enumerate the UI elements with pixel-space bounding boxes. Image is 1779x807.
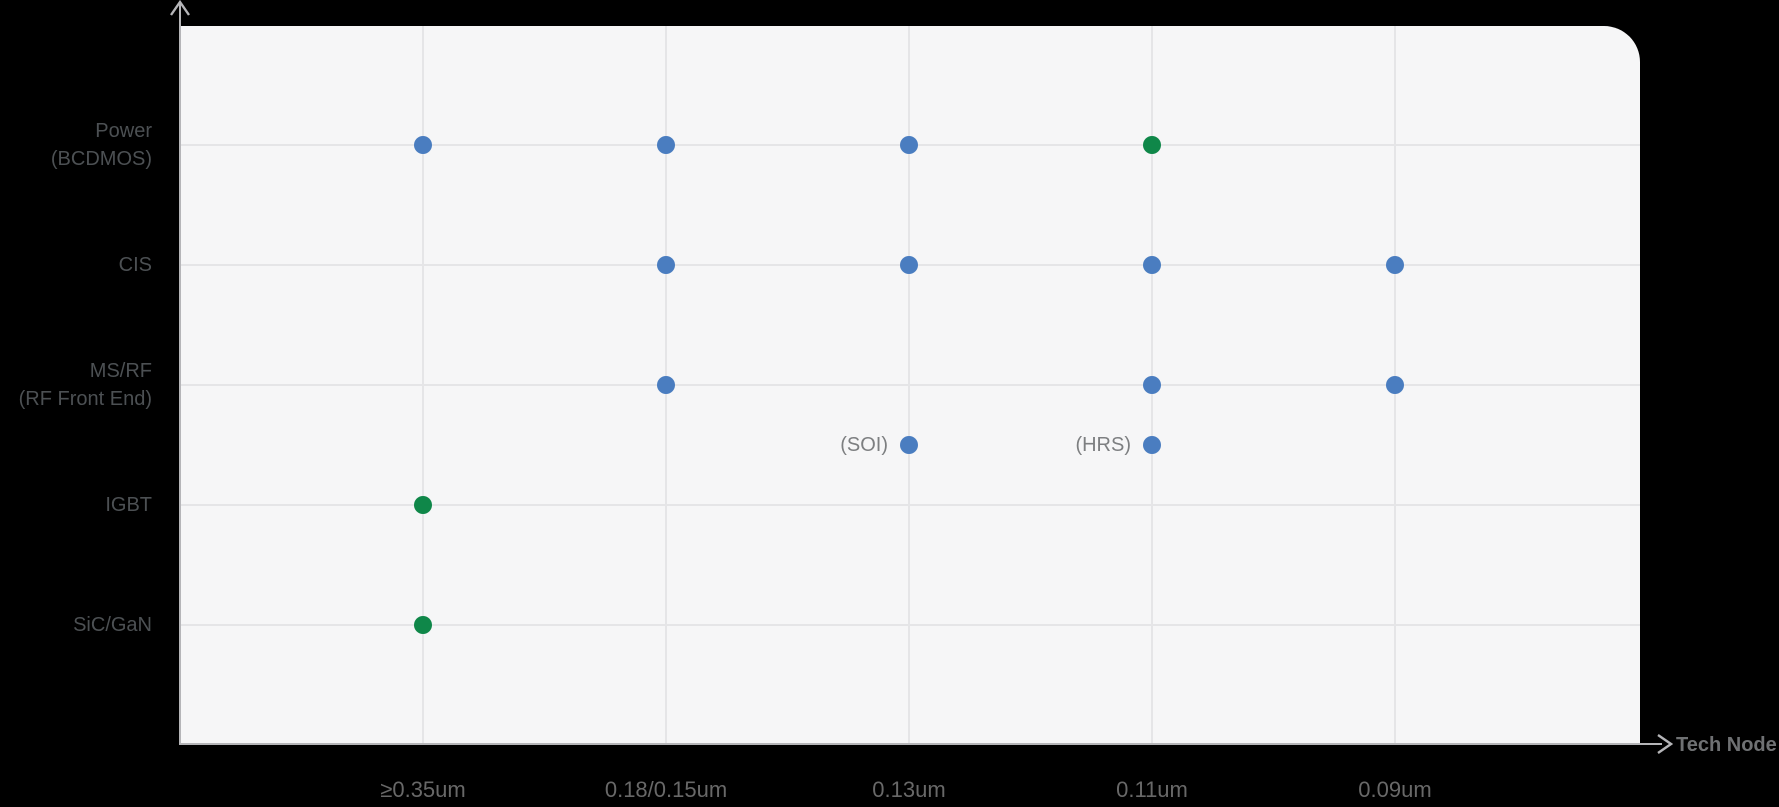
x-axis-tick: 0.11um	[1116, 777, 1188, 802]
data-point-blue	[1143, 436, 1161, 454]
x-axis-arrow-icon	[1657, 734, 1673, 754]
y-axis-label-line: MS/RF	[89, 360, 152, 382]
y-axis-label: Power (BCDMOS)	[0, 117, 152, 173]
data-point-blue	[900, 436, 918, 454]
y-axis-label-line: (BCDMOS)	[50, 148, 152, 170]
y-axis-label-line: Power	[95, 120, 152, 142]
data-point-blue	[1143, 256, 1161, 274]
y-axis-arrow-icon	[170, 0, 190, 16]
horizontal-gridline	[181, 624, 1640, 626]
x-axis-line	[179, 743, 1662, 745]
y-axis-line	[179, 3, 181, 744]
x-axis-tick: ≥0.35um	[380, 777, 466, 802]
x-axis-title: Tech Node	[1676, 734, 1777, 756]
x-axis-tick: 0.18/0.15um	[604, 777, 728, 802]
data-point-blue	[414, 136, 432, 154]
point-annotation: (SOI)	[840, 434, 888, 456]
vertical-gridline	[908, 26, 910, 744]
horizontal-gridline	[181, 384, 1640, 386]
x-axis-tick: 0.09um	[1358, 777, 1432, 802]
data-point-blue	[657, 256, 675, 274]
data-point-blue	[900, 136, 918, 154]
y-axis-label: SiC/GaN	[0, 611, 152, 639]
data-point-blue	[1386, 256, 1404, 274]
data-point-blue	[657, 136, 675, 154]
vertical-gridline	[422, 26, 424, 744]
data-point-blue	[1386, 376, 1404, 394]
y-axis-label-line: (RF Front End)	[18, 388, 152, 410]
data-point-green	[1143, 136, 1161, 154]
horizontal-gridline	[181, 504, 1640, 506]
y-axis-label: MS/RF (RF Front End)	[0, 357, 152, 413]
point-annotation: (HRS)	[1075, 434, 1131, 456]
y-axis-label-line: CIS	[118, 254, 152, 276]
data-point-blue	[900, 256, 918, 274]
y-axis-label-line: IGBT	[105, 494, 152, 516]
y-axis-label-line: SiC/GaN	[73, 614, 152, 636]
data-point-green	[414, 616, 432, 634]
y-axis-label: IGBT	[0, 491, 152, 519]
y-axis-label: CIS	[0, 251, 152, 279]
data-point-blue	[1143, 376, 1161, 394]
data-point-green	[414, 496, 432, 514]
x-axis-tick: 0.13um	[872, 777, 946, 802]
data-point-blue	[657, 376, 675, 394]
